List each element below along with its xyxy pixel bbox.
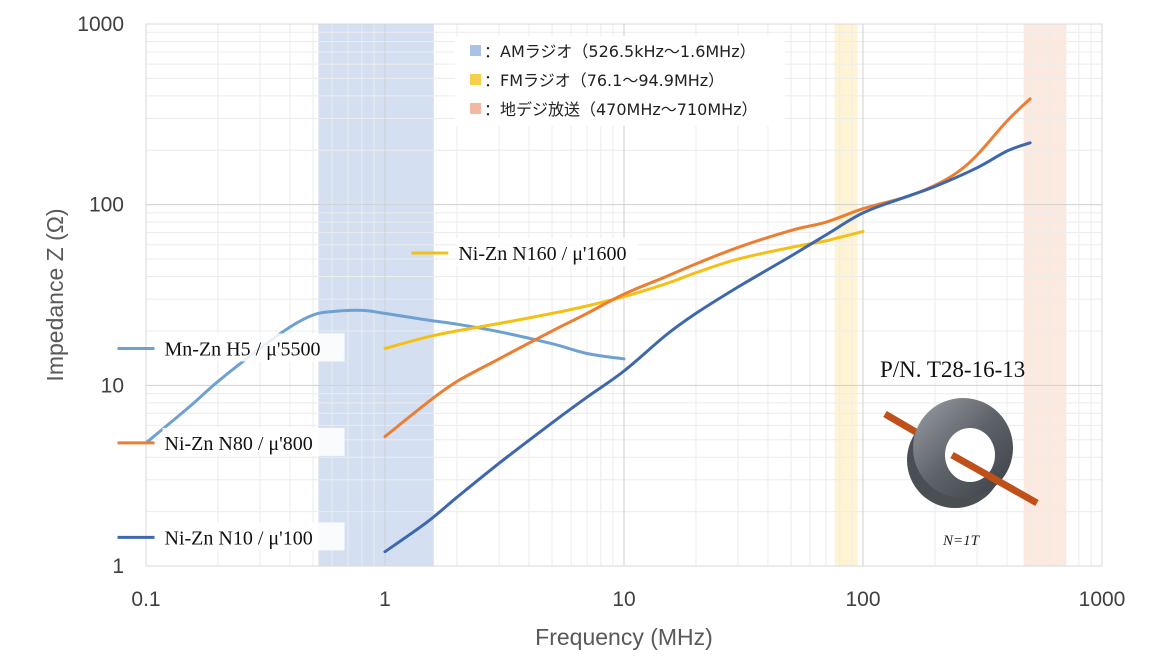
x-tick-label: 100 xyxy=(845,588,880,611)
band-fm xyxy=(834,24,858,566)
toroid-core-illustration: N=1T xyxy=(883,398,1039,549)
legend-bg xyxy=(455,36,785,126)
y-tick-label: 1 xyxy=(112,555,124,578)
series-label-ni-zn-n160-1600: Ni-Zn N160 / μ'1600 xyxy=(458,243,626,265)
turns-label: N=1T xyxy=(942,533,981,549)
series-label-ni-zn-n10-100: Ni-Zn N10 / μ'100 xyxy=(165,527,313,549)
series-lines xyxy=(144,97,1032,554)
series-label-mn-zn-h5-5500: Mn-Zn H5 / μ'5500 xyxy=(165,338,321,360)
series-label-bg xyxy=(162,333,345,362)
y-tick-label: 10 xyxy=(101,374,124,397)
part-number-label: P/N. T28-16-13 xyxy=(880,357,1025,382)
x-axis-ticks: 0.1 1 10 100 1000 xyxy=(131,588,1125,611)
series-line-ni-zn-n80-800 xyxy=(383,97,1032,439)
series-label-bg xyxy=(456,238,639,267)
band-am xyxy=(318,24,434,566)
plot-area-border xyxy=(145,23,1103,567)
series-line-ni-zn-n160-1600 xyxy=(383,230,865,350)
band-dtv xyxy=(1023,24,1067,566)
band-legend: ：AMラジオ（526.5kHz～1.6MHz） ：FMラジオ（76.1～94.9… xyxy=(455,36,785,126)
legend-label-fm: ：FMラジオ（76.1～94.9MHz） xyxy=(484,71,724,90)
legend-label-dtv: ：地デジ放送（470MHz～710MHz） xyxy=(484,100,758,119)
legend-swatch-am xyxy=(470,45,481,56)
y-tick-label: 1000 xyxy=(77,13,124,36)
x-tick-label: 1000 xyxy=(1079,588,1126,611)
x-tick-label: 0.1 xyxy=(131,588,160,611)
series-line-mn-zn-h5-5500 xyxy=(144,308,626,445)
series-label-ni-zn-n80-800: Ni-Zn N80 / μ'800 xyxy=(165,433,313,455)
x-tick-label: 10 xyxy=(612,588,635,611)
y-tick-label: 100 xyxy=(89,194,124,217)
wire-front xyxy=(950,451,1039,507)
legend-label-am: ：AMラジオ（526.5kHz～1.6MHz） xyxy=(484,42,756,61)
series-labels: Mn-Zn H5 / μ'5500 Ni-Zn N160 / μ'1600 Ni-Z… xyxy=(117,238,639,551)
series-label-bg xyxy=(162,522,345,551)
legend-swatch-fm xyxy=(470,74,481,85)
legend-swatch-dtv xyxy=(470,103,481,114)
y-axis-title: Impedance Z (Ω) xyxy=(42,208,68,381)
x-axis-title: Frequency (MHz) xyxy=(535,624,713,650)
series-label-bg xyxy=(162,427,345,456)
y-axis-ticks: 1 10 100 1000 xyxy=(77,13,124,578)
x-tick-label: 1 xyxy=(379,588,391,611)
series-line-ni-zn-n10-100 xyxy=(383,141,1032,554)
